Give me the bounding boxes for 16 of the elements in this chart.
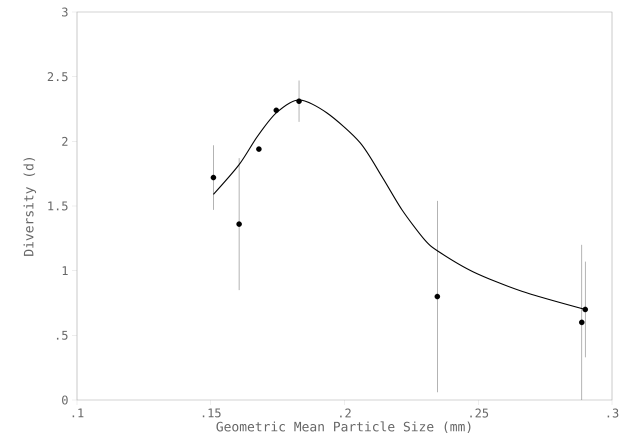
- y-tick-label: 1.5: [48, 202, 68, 210]
- x-tick-label: .1: [72, 408, 84, 418]
- x-axis-title: Geometric Mean Particle Size (mm): [216, 421, 470, 434]
- y-tick-label: 2.5: [48, 72, 68, 82]
- x-tick-label: .25: [470, 408, 488, 418]
- y-tick-label: .5: [56, 330, 68, 340]
- x-tick-label: .2: [340, 408, 351, 418]
- y-tick-label: 2: [62, 136, 68, 146]
- point: [274, 108, 280, 114]
- y-tick-label: 3: [62, 7, 68, 17]
- y-tick-label: 1: [62, 266, 68, 276]
- point: [256, 146, 262, 152]
- y-axis-title: Diversity (d): [24, 158, 36, 256]
- y-tick-label: 0: [62, 395, 68, 405]
- x-tick-label: .15: [202, 408, 221, 418]
- x-tick-label: .3: [608, 408, 618, 418]
